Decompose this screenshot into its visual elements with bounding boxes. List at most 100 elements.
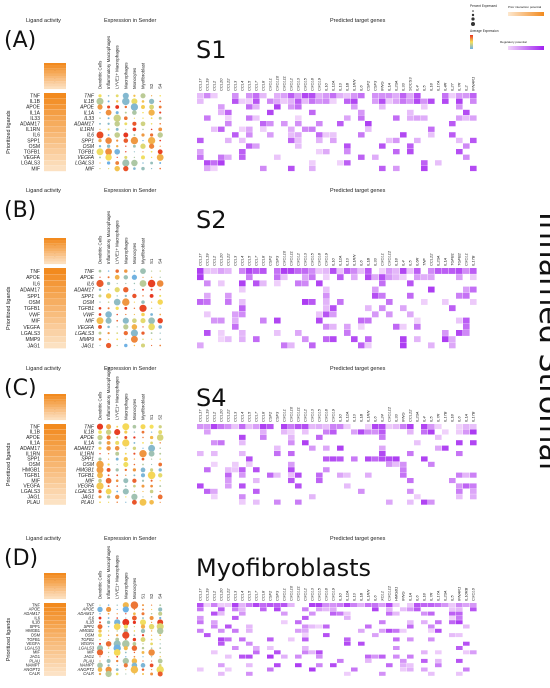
regulatory-cell [246, 93, 253, 99]
panel-letter: (B) [4, 198, 36, 223]
regulatory-cell [253, 143, 260, 149]
regulatory-cell [323, 456, 330, 462]
expression-dot [133, 612, 136, 616]
regulatory-cell [260, 429, 267, 435]
regulatory-cell [407, 499, 414, 505]
ligand-activity-legend-cell [44, 86, 66, 90]
regulatory-cell [428, 637, 435, 642]
target-gene-label: CCL17 [198, 253, 203, 266]
regulatory-cell [267, 472, 274, 478]
expression-dot [150, 307, 153, 310]
regulatory-cell [232, 98, 239, 104]
regulatory-cell [295, 654, 302, 659]
regulatory-cell [274, 268, 281, 274]
ligand-activity-cell [44, 671, 66, 676]
ligand-activity-cell [44, 292, 66, 299]
regulatory-cell [225, 472, 232, 478]
ligand-label: OSM [29, 144, 40, 150]
regulatory-cell [358, 429, 365, 435]
ligand-activity-legend-cell [44, 586, 66, 589]
regulatory-cell [309, 342, 316, 349]
regulatory-cell [295, 499, 302, 505]
ligand-label: VEGFA [26, 641, 40, 646]
regulatory-cell [239, 336, 246, 343]
regulatory-cell [456, 658, 463, 663]
expression-dot [132, 121, 137, 126]
expression-dot [149, 133, 154, 137]
sender-ligand-label: NAMPT [80, 663, 95, 668]
expression-dot [116, 474, 119, 477]
expression-dot [142, 656, 144, 658]
expression-dot [123, 287, 129, 293]
regulatory-cell [344, 149, 351, 155]
regulatory-cell [428, 671, 435, 676]
regulatory-cell [344, 115, 351, 121]
target-gene-label: CXCL1 [268, 78, 273, 91]
expression-dot [141, 105, 145, 109]
target-gene-label: IL23A [415, 411, 420, 422]
expression-dot [131, 645, 138, 651]
ligand-label: IL6 [33, 281, 40, 287]
expression-dot [107, 128, 110, 131]
regulatory-cell [414, 93, 421, 99]
expression-dot [96, 649, 104, 656]
ligand-label: IL6 [33, 133, 40, 139]
regulatory-cell [449, 342, 456, 349]
ligand-label: MIF [31, 166, 40, 172]
target-gene-label: IL17B [471, 411, 476, 422]
regulatory-cell [386, 299, 393, 305]
expression-dot [150, 344, 153, 347]
ligand-label: ADAM17 [24, 611, 41, 616]
regulatory-cell [302, 628, 309, 633]
target-gene-label: CXCL5 [303, 77, 308, 91]
expression-dot [158, 325, 163, 329]
expression-dot [141, 430, 145, 434]
sender-label: Inflammatory Macrophages [106, 35, 111, 89]
target-gene-label: CXCL8 [324, 587, 329, 601]
regulatory-cell [449, 607, 456, 612]
regulatory-cell [239, 607, 246, 612]
sender-label: S1 [141, 593, 146, 599]
regulatory-cell [400, 472, 407, 478]
sender-ligand-label: TGFB1 [78, 306, 94, 312]
expression-dot [107, 270, 110, 272]
expression-dot [142, 643, 144, 645]
regulatory-cell [393, 268, 400, 274]
regulatory-cell [449, 478, 456, 484]
regulatory-cell [407, 115, 414, 121]
sender-label: LYVE1+ Macrophages [115, 375, 120, 420]
ligand-label: MIF [31, 478, 40, 484]
target-gene-label: CXCL12 [387, 250, 392, 266]
regulatory-cell [323, 149, 330, 155]
regulatory-cell [449, 615, 456, 620]
sender-ligand-label: HMGB1 [79, 628, 94, 633]
target-gene-label: IL1A [387, 82, 392, 91]
ligand-label: IL1B [30, 430, 41, 436]
expression-dot [140, 268, 146, 274]
regulatory-cell [309, 611, 316, 616]
expression-dot [107, 612, 110, 615]
regulatory-cell [456, 317, 463, 324]
regulatory-cell [316, 472, 323, 478]
expression-dot [106, 435, 111, 440]
regulatory-cell [351, 98, 358, 104]
regulatory-cell [260, 434, 267, 440]
target-gene-label: IL1A [408, 592, 413, 601]
ligand-label: TGFB1 [24, 149, 40, 155]
expression-dot [113, 649, 121, 656]
regulatory-cell [225, 424, 232, 430]
ligand-activity-legend-cell [44, 78, 66, 82]
regulatory-cell [225, 637, 232, 642]
regulatory-cell [414, 268, 421, 274]
regulatory-cell [288, 461, 295, 467]
sender-ligand-label: SPP1 [81, 138, 94, 144]
regulatory-cell [358, 488, 365, 494]
regulatory-cell [197, 424, 204, 430]
expression-dot [159, 447, 161, 450]
expression-dot [150, 463, 153, 466]
expression-dot [132, 446, 137, 450]
regulatory-cell [379, 143, 386, 149]
regulatory-cell [323, 603, 330, 607]
regulatory-cell [246, 424, 253, 430]
